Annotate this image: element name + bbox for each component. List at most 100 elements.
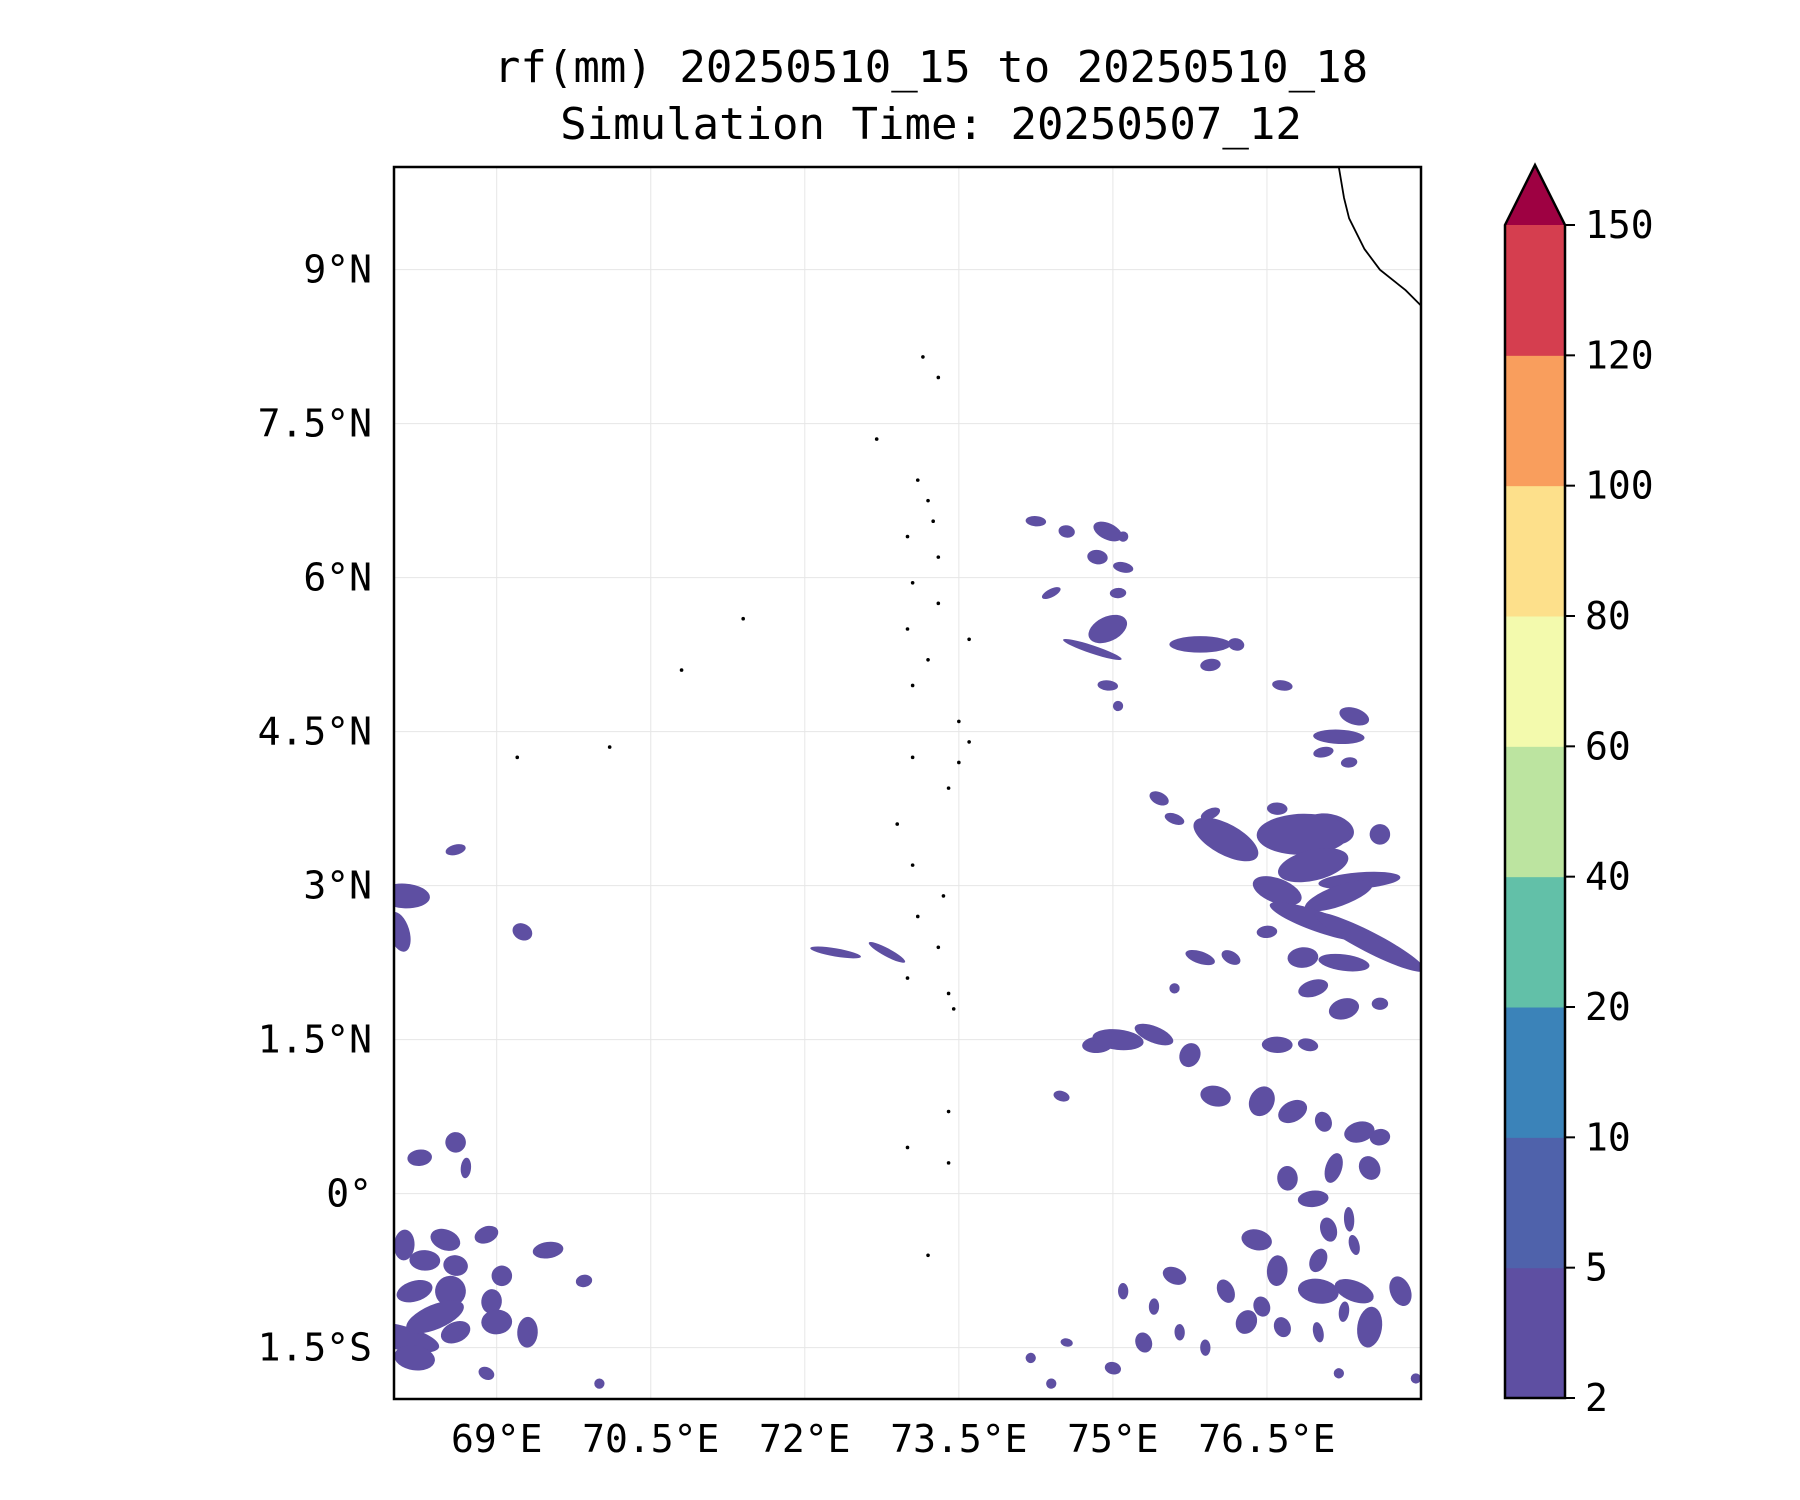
colorbar-extend-arrow [1505,165,1565,225]
rain-patch [1369,824,1391,845]
rain-patch [435,1275,466,1307]
rain-patch [1221,950,1241,965]
map-title-line2: Simulation Time: 20250507_12 [560,99,1302,150]
rain-patch [1319,1217,1338,1242]
rain-patch [1248,1086,1275,1117]
atoll-dot [931,519,935,523]
rain-patch [1025,1352,1036,1364]
rain-patch [491,1265,513,1287]
rain-patch [1313,729,1365,745]
rain-patch [396,1279,433,1303]
rain-patch [1109,587,1127,599]
rain-patch [1113,561,1134,573]
rain-patch [1058,525,1075,538]
rain-patch [1297,1038,1319,1052]
rain-patch [868,942,906,963]
atoll-dot [967,740,971,744]
longitude-tick-labels: 69°E 70.5°E 72°E 73.5°E 75°E 76.5°E [451,1417,1336,1461]
rainfall-patches [394,516,1421,1389]
colorbar-segment [1505,225,1565,356]
rain-patch [1338,1301,1350,1322]
rain-patch [1314,912,1421,972]
colorbar-tick-label: 150 [1585,203,1654,247]
rain-patch [1148,1298,1160,1315]
colorbar-outline [1503,162,1567,1400]
atoll-dot [921,355,925,359]
rain-patch [445,844,466,856]
lon-tick-label: 76.5°E [1198,1417,1335,1461]
rain-patch [1112,700,1124,712]
rain-patch [512,923,533,941]
rain-patch [575,1274,593,1288]
atoll-dot [957,760,961,765]
rain-patch [1343,1207,1355,1232]
lat-tick-label: 1.5°N [258,1018,372,1062]
rain-patch [1200,658,1221,672]
latitude-tick-labels: 9°N 7.5°N 6°N 4.5°N 3°N 1.5°N 0° 1.5°S [258,248,372,1370]
rain-patch [1200,807,1221,821]
rain-patch [1228,638,1245,651]
rain-patch [1104,1361,1121,1375]
rain-patch [1297,1278,1339,1304]
colorbar: 2 5 10 20 40 60 80 100 120 150 [1503,162,1654,1420]
colorbar-tick-label: 120 [1585,333,1654,377]
rain-patch [1369,1128,1391,1146]
atoll-dot [910,683,915,688]
lat-tick-label: 9°N [303,248,372,292]
atoll-dot [874,437,879,441]
coastline [515,167,1421,1258]
rain-patch [474,1225,499,1244]
rain-patch [1340,757,1358,768]
colorbar-segment [1505,1007,1565,1138]
rain-patch [1304,880,1373,912]
rain-patch [1348,1234,1360,1256]
rain-patch [1216,1279,1235,1303]
rain-patch [1266,1255,1288,1287]
atoll-dot [915,914,920,919]
rain-patch [1313,746,1334,758]
colorbar-segment [1505,485,1565,617]
rain-patch [1193,817,1259,862]
atoll-dot [941,894,946,898]
lon-tick-label: 69°E [451,1417,543,1461]
atoll-dot [936,945,941,950]
rain-patch [1333,1368,1344,1379]
rain-patch [1371,997,1389,1010]
atoll-dot [741,616,745,621]
atoll-dot [910,581,915,585]
rain-patch [481,1289,502,1314]
atoll-dot [910,755,915,760]
lon-tick-label: 73.5°E [890,1417,1027,1461]
colorbar-tick-label: 5 [1585,1246,1608,1290]
rain-patch [517,1316,538,1348]
lat-tick-label: 1.5°S [258,1326,372,1370]
rain-patch [1118,1282,1129,1300]
rain-patch [1134,1023,1174,1046]
rain-patch [1241,1229,1272,1251]
atoll-dot [905,534,910,539]
colorbar-segment [1505,355,1565,487]
colorbar-segment [1505,1137,1565,1269]
rain-patch [394,911,411,952]
lat-tick-label: 3°N [303,864,372,908]
rain-patch [1328,998,1360,1020]
rain-patch [1314,1111,1332,1132]
rain-patch [1097,680,1119,691]
rain-patch [1235,1310,1258,1334]
rain-patch [407,1149,432,1167]
colorbar-segment [1505,746,1565,878]
atoll-dot [936,555,941,559]
rain-patch [1253,1296,1271,1317]
atoll-dot [915,478,920,482]
rain-patch [1092,1029,1144,1051]
rain-patch [1277,1165,1298,1191]
rain-patch [1164,812,1185,825]
rain-patch [1087,549,1108,565]
rain-patch [1200,1339,1211,1356]
rain-patch [1093,521,1123,542]
rain-patch [1318,953,1370,972]
atoll-dot [946,991,951,996]
lon-tick-label: 70.5°E [582,1417,719,1461]
rain-patch [1162,1266,1187,1285]
india-coastline [1337,167,1421,307]
